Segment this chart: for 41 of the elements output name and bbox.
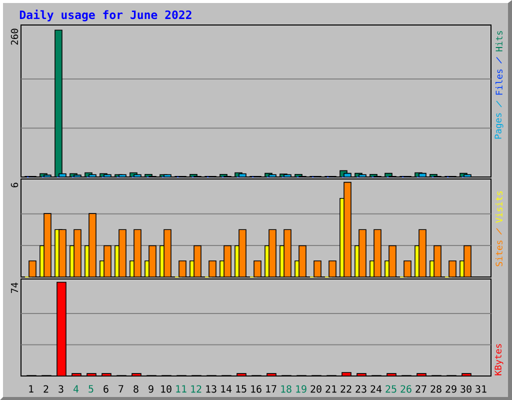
x-tick-label: 6 [104,385,108,393]
x-tick-label: 1 [29,385,34,392]
x-tick-label: 27 [416,385,426,393]
x-tick-label: 18 [281,385,292,393]
x-tick-label: 20 [310,385,322,393]
x-tick-label: 5 [88,385,94,393]
x-tick-label: 24 [370,385,382,393]
x-tick-label: 15 [236,385,246,393]
x-tick-label: 22 [340,385,352,393]
x-tick-label: 12 [191,385,202,393]
text: Visits [496,191,502,223]
x-tick-label: 23 [356,385,366,393]
chart-title: Daily usage for June 2022 [20,10,192,22]
text: 74 [11,282,18,293]
x-tick-label: 3 [58,385,64,393]
text: KBytes [494,344,504,376]
x-tick-label: 21 [326,385,336,393]
x-tick-label: 16 [251,385,262,393]
x-tick-label: 17 [266,385,276,392]
x-tick-label: 25 [386,385,396,393]
text: 6 [10,182,18,188]
x-tick-label: 4 [73,385,79,392]
legend-label: Files [495,69,503,95]
x-tick-label: 7 [118,385,124,392]
text: Hits [496,31,502,52]
x-tick-label: 13 [206,385,216,393]
x-tick-label: 9 [148,385,154,393]
x-tick-label: 28 [430,385,442,393]
x-tick-label: 30 [460,385,472,393]
x-tick-label: 11 [176,385,186,392]
x-tick-label: 10 [161,385,172,393]
x-tick-label: 26 [400,385,412,393]
x-tick-label: 14 [221,385,232,392]
legend-label: Pages [494,113,504,139]
x-tick-label: 2 [44,385,48,393]
x-tick-label: 19 [296,385,306,393]
legend-label: Sites [496,240,502,266]
text: 260 [10,28,18,45]
x-tick-label: 8 [134,385,138,393]
x-tick-label: 31 [476,385,486,393]
x-tick-label: 29 [446,385,456,393]
